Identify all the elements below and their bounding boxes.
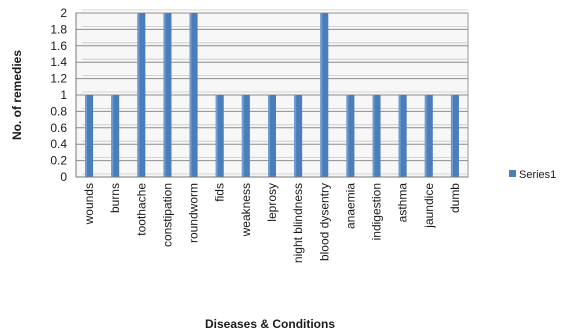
bar-constipation <box>163 13 172 177</box>
y-tick-label: 0.2 <box>50 154 67 168</box>
bar-highlight <box>189 13 192 177</box>
x-tick-label: constipation <box>160 183 174 247</box>
y-tick-label: 1.6 <box>50 39 67 53</box>
legend-swatch <box>509 170 516 177</box>
x-tick-label: dumb <box>448 183 462 213</box>
legend: Series1 <box>509 169 556 181</box>
bar-highlight <box>398 95 401 177</box>
bar-highlight <box>111 95 114 177</box>
bar-leprosy <box>268 95 276 177</box>
x-tick-label: weakness <box>239 183 253 237</box>
x-tick-label: indigestion <box>370 183 384 240</box>
bar-highlight <box>372 95 375 177</box>
bar-dumb <box>450 95 459 177</box>
x-tick-label: night blindness <box>291 183 305 263</box>
x-tick-label: toothache <box>134 183 148 236</box>
y-axis-title: No. of remedies <box>10 50 24 140</box>
x-tick-label: asthma <box>396 183 410 223</box>
x-tick-label: wounds <box>82 183 96 225</box>
x-tick-label: anaemia <box>343 183 357 229</box>
bar-highlight <box>346 95 349 177</box>
bar-burns <box>111 95 120 177</box>
bar-highlight <box>450 95 453 177</box>
y-tick-label: 0.4 <box>50 137 67 151</box>
x-axis: wounds burns toothache constipation roundwor… <box>76 176 468 263</box>
bar-jaundice <box>424 95 433 177</box>
y-tick-label: 2 <box>60 6 67 20</box>
y-tick-label: 0.8 <box>50 104 67 118</box>
x-axis-title: Diseases & Conditions <box>205 317 335 331</box>
x-tick-label: roundworm <box>187 183 201 243</box>
bar-night-blindness <box>294 95 303 177</box>
y-tick-label: 1.2 <box>50 72 67 86</box>
bar-highlight <box>163 13 166 177</box>
bar-highlight <box>294 95 297 177</box>
x-tick-label: leprosy <box>265 183 279 222</box>
x-tick-label: jaundice <box>422 183 436 229</box>
bar-highlight <box>85 95 88 177</box>
bar-asthma <box>398 95 407 177</box>
y-axis: 0 0.2 0.4 0.6 0.8 1 1.2 1.4 1.6 1.8 2 <box>50 6 77 184</box>
bar-roundworm <box>189 13 198 177</box>
bar-blood-dysentry <box>320 13 329 177</box>
bar-weakness <box>241 95 250 177</box>
bar-highlight <box>320 13 323 177</box>
legend-entry-series1: Series1 <box>519 169 556 181</box>
bar-fids <box>215 95 224 177</box>
bar-anaemia <box>346 95 355 177</box>
bar-indigestion <box>372 95 381 177</box>
bar-highlight <box>137 13 140 177</box>
bar-wounds <box>85 95 94 177</box>
bar-highlight <box>268 95 270 177</box>
bar-highlight <box>424 95 427 177</box>
y-tick-label: 0.6 <box>50 121 67 135</box>
y-tick-label: 1.4 <box>50 55 67 69</box>
bar-highlight <box>241 95 244 177</box>
x-tick-label: blood dysentry <box>317 183 331 261</box>
x-tick-label: fids <box>213 183 227 202</box>
bar-toothache <box>137 13 146 177</box>
y-tick-label: 1 <box>60 88 67 102</box>
y-tick-label: 1.8 <box>50 22 67 36</box>
x-tick-label: burns <box>108 183 122 213</box>
bar-highlight <box>215 95 218 177</box>
y-tick-label: 0 <box>60 170 67 184</box>
bars <box>85 13 459 177</box>
